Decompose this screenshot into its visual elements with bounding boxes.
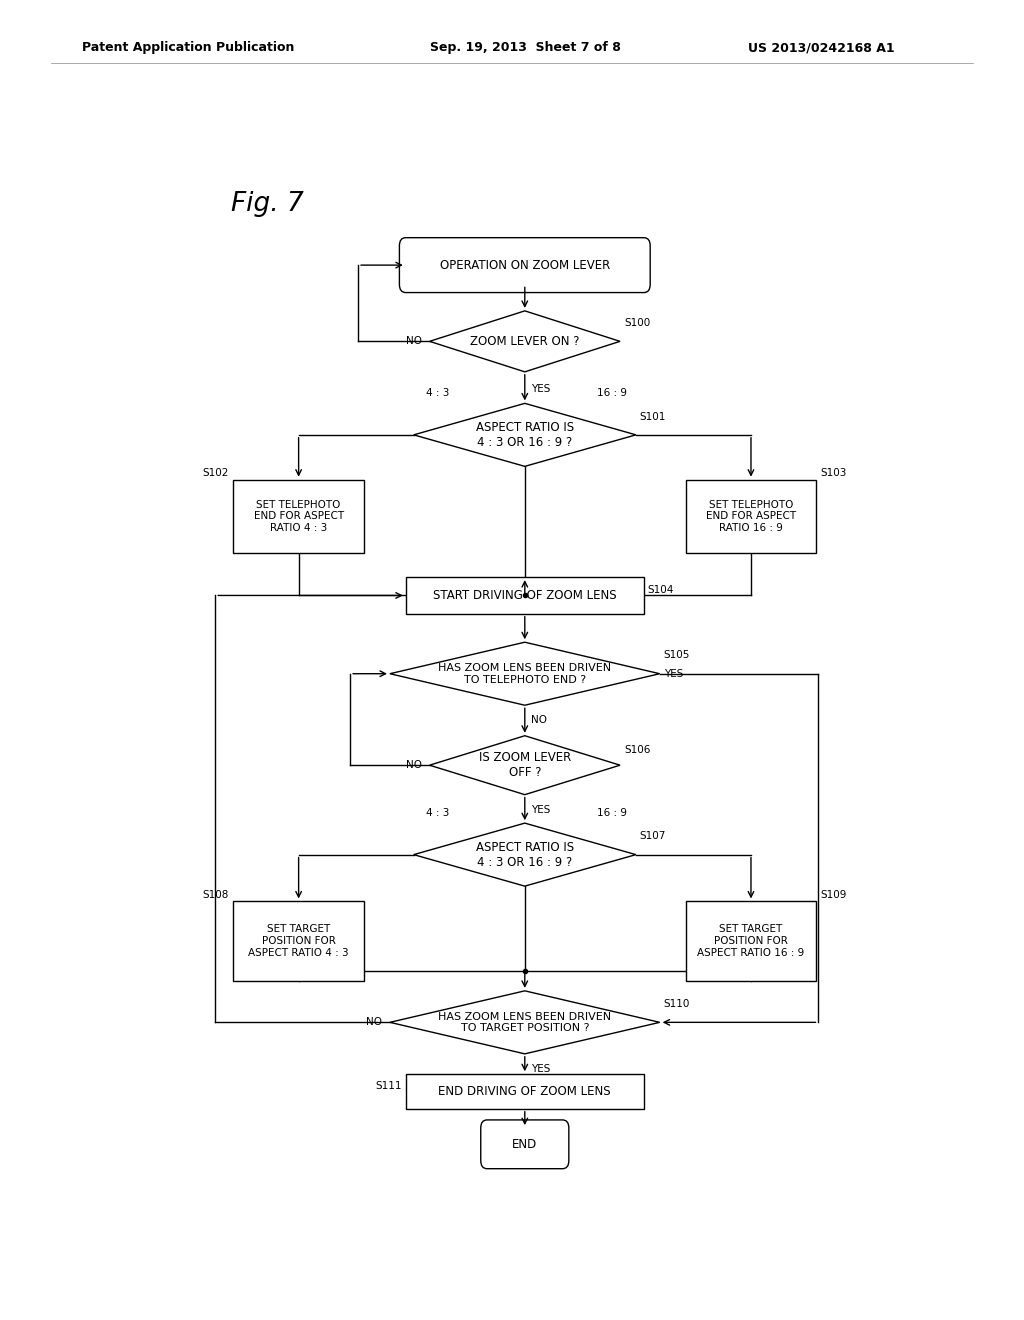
Text: S108: S108 <box>203 890 229 900</box>
Bar <box>406 1074 644 1109</box>
Text: START DRIVING OF ZOOM LENS: START DRIVING OF ZOOM LENS <box>433 589 616 602</box>
Bar <box>233 902 365 981</box>
Text: SET TELEPHOTO
END FOR ASPECT
RATIO 4 : 3: SET TELEPHOTO END FOR ASPECT RATIO 4 : 3 <box>254 499 344 533</box>
Text: OPERATION ON ZOOM LEVER: OPERATION ON ZOOM LEVER <box>439 259 610 272</box>
Text: S104: S104 <box>648 585 674 595</box>
Text: ASPECT RATIO IS
4 : 3 OR 16 : 9 ?: ASPECT RATIO IS 4 : 3 OR 16 : 9 ? <box>476 841 573 869</box>
Text: ASPECT RATIO IS
4 : 3 OR 16 : 9 ?: ASPECT RATIO IS 4 : 3 OR 16 : 9 ? <box>476 421 573 449</box>
Text: NO: NO <box>406 760 422 770</box>
Text: YES: YES <box>531 805 551 814</box>
Polygon shape <box>414 404 636 466</box>
Text: NO: NO <box>366 1018 382 1027</box>
Text: ZOOM LEVER ON ?: ZOOM LEVER ON ? <box>470 335 580 348</box>
Text: S103: S103 <box>820 469 847 478</box>
Text: S109: S109 <box>820 890 847 900</box>
Text: S105: S105 <box>664 651 690 660</box>
Bar <box>685 479 816 553</box>
Text: 16 : 9: 16 : 9 <box>597 808 627 818</box>
Text: 4 : 3: 4 : 3 <box>426 808 450 818</box>
Polygon shape <box>390 991 659 1053</box>
Polygon shape <box>430 312 620 372</box>
Text: SET TELEPHOTO
END FOR ASPECT
RATIO 16 : 9: SET TELEPHOTO END FOR ASPECT RATIO 16 : … <box>706 499 796 533</box>
Bar <box>685 902 816 981</box>
Text: HAS ZOOM LENS BEEN DRIVEN
TO TARGET POSITION ?: HAS ZOOM LENS BEEN DRIVEN TO TARGET POSI… <box>438 1011 611 1034</box>
Text: IS ZOOM LEVER
OFF ?: IS ZOOM LEVER OFF ? <box>478 751 571 779</box>
Text: SET TARGET
POSITION FOR
ASPECT RATIO 4 : 3: SET TARGET POSITION FOR ASPECT RATIO 4 :… <box>248 924 349 957</box>
Polygon shape <box>414 824 636 886</box>
Text: END: END <box>512 1138 538 1151</box>
Text: S107: S107 <box>640 832 667 841</box>
Text: S110: S110 <box>664 999 690 1008</box>
Text: Patent Application Publication: Patent Application Publication <box>82 41 294 54</box>
Text: NO: NO <box>406 337 422 346</box>
Text: YES: YES <box>664 669 683 678</box>
Text: Fig. 7: Fig. 7 <box>231 191 304 216</box>
Text: YES: YES <box>531 384 551 395</box>
Polygon shape <box>430 735 620 795</box>
Text: END DRIVING OF ZOOM LENS: END DRIVING OF ZOOM LENS <box>438 1085 611 1098</box>
Text: S100: S100 <box>624 318 650 329</box>
Text: Sep. 19, 2013  Sheet 7 of 8: Sep. 19, 2013 Sheet 7 of 8 <box>430 41 621 54</box>
FancyBboxPatch shape <box>399 238 650 293</box>
Text: S101: S101 <box>640 412 667 421</box>
Text: S102: S102 <box>203 469 229 478</box>
FancyBboxPatch shape <box>480 1119 569 1168</box>
Bar <box>233 479 365 553</box>
Text: NO: NO <box>531 715 547 726</box>
Text: HAS ZOOM LENS BEEN DRIVEN
TO TELEPHOTO END ?: HAS ZOOM LENS BEEN DRIVEN TO TELEPHOTO E… <box>438 663 611 685</box>
Polygon shape <box>390 643 659 705</box>
Bar <box>406 577 644 614</box>
Text: US 2013/0242168 A1: US 2013/0242168 A1 <box>748 41 894 54</box>
Text: YES: YES <box>531 1064 551 1074</box>
Text: S106: S106 <box>624 744 650 755</box>
Text: 4 : 3: 4 : 3 <box>426 388 450 399</box>
Text: 16 : 9: 16 : 9 <box>597 388 627 399</box>
Text: S111: S111 <box>375 1081 401 1092</box>
Text: SET TARGET
POSITION FOR
ASPECT RATIO 16 : 9: SET TARGET POSITION FOR ASPECT RATIO 16 … <box>697 924 805 957</box>
